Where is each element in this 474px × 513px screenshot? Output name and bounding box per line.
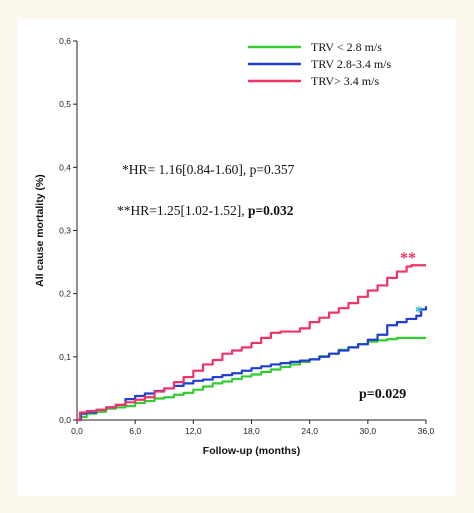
y-tick-label: 0,4 — [59, 162, 71, 172]
legend: TRV < 2.8 m/s TRV 2.8-3.4 m/s TRV> 3.4 m/s — [248, 40, 391, 88]
y-tick-label: 0,2 — [59, 289, 71, 299]
y-tick-label: 0,6 — [59, 36, 71, 46]
y-tick-label: 0,5 — [59, 99, 71, 109]
y-tick-label: 0,0 — [59, 415, 71, 425]
legend-label: TRV < 2.8 m/s — [311, 40, 382, 54]
series-line-1 — [77, 336, 426, 422]
y-tick-label: 0,1 — [59, 352, 71, 362]
y-tick-label: 0,3 — [59, 226, 71, 236]
x-tick-label: 24,0 — [301, 426, 318, 436]
x-tick-label: 12,0 — [185, 426, 202, 436]
x-tick-label: 30,0 — [360, 426, 377, 436]
blue-significance-marker: * — [415, 304, 423, 321]
x-tick-label: 36,0 — [418, 426, 435, 436]
hr-annotation-2: **HR=1.25[1.02-1.52], p=0.032 — [117, 203, 294, 218]
series-line-3 — [77, 264, 426, 422]
legend-label: TRV 2.8-3.4 m/s — [311, 57, 391, 71]
series-line-2 — [77, 306, 428, 422]
hr-annotation-2-main: **HR=1.25[1.02-1.52], — [117, 203, 248, 218]
x-tick-label: 18,0 — [243, 426, 260, 436]
x-axis-title: Follow-up (months) — [203, 445, 300, 457]
series-lines — [77, 264, 428, 422]
overall-pvalue: p=0.029 — [359, 387, 406, 402]
y-axis-title: All cause mortality (%) — [34, 174, 46, 287]
hr-annotation-1: *HR= 1.16[0.84-1.60], p=0.357 — [122, 162, 295, 177]
axes — [76, 41, 426, 421]
x-tick-label: 0,0 — [71, 426, 83, 436]
legend-label: TRV> 3.4 m/s — [311, 74, 379, 88]
figure-panel: 0,0 6,0 12,0 18,0 24,0 30,0 36,0 0,0 0,1 0,2 0,3 0,… — [18, 19, 456, 496]
mortality-chart: 0,0 6,0 12,0 18,0 24,0 30,0 36,0 0,0 0,1 0,2 0,3 0,… — [34, 36, 435, 457]
x-tick-label: 6,0 — [129, 426, 141, 436]
hr-annotation-2-pvalue: p=0.032 — [248, 203, 294, 218]
ticks: 0,0 6,0 12,0 18,0 24,0 30,0 36,0 0,0 0,1 0,2 0,3 0,… — [59, 36, 434, 436]
pink-significance-marker: ** — [400, 250, 416, 267]
